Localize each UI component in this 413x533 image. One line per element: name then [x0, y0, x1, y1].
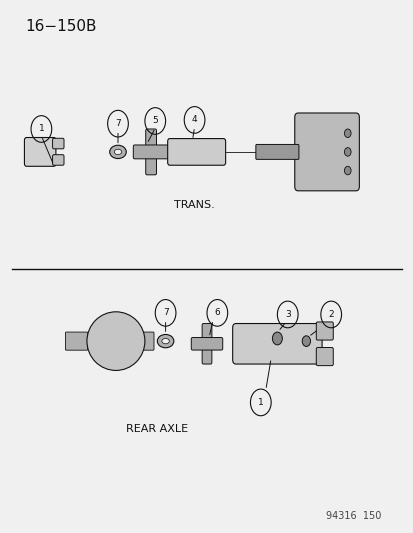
FancyBboxPatch shape [133, 145, 169, 159]
FancyBboxPatch shape [316, 322, 332, 340]
FancyBboxPatch shape [202, 324, 211, 364]
Circle shape [272, 332, 282, 345]
Ellipse shape [114, 149, 121, 155]
Circle shape [301, 336, 310, 346]
Text: 1: 1 [38, 125, 44, 133]
FancyBboxPatch shape [145, 129, 156, 175]
FancyBboxPatch shape [232, 324, 321, 364]
Text: 4: 4 [191, 116, 197, 124]
Circle shape [344, 148, 350, 156]
Text: 6: 6 [214, 309, 220, 317]
Text: 16−150B: 16−150B [25, 19, 96, 34]
Text: TRANS.: TRANS. [174, 200, 214, 210]
FancyBboxPatch shape [52, 155, 64, 165]
FancyBboxPatch shape [316, 348, 332, 366]
Ellipse shape [161, 338, 169, 344]
Text: REAR AXLE: REAR AXLE [126, 424, 188, 434]
FancyBboxPatch shape [294, 113, 358, 191]
Text: 1: 1 [257, 398, 263, 407]
Text: 7: 7 [162, 309, 168, 317]
Text: 5: 5 [152, 117, 158, 125]
Text: 2: 2 [328, 310, 333, 319]
Text: 3: 3 [284, 310, 290, 319]
FancyBboxPatch shape [167, 139, 225, 165]
FancyBboxPatch shape [65, 332, 88, 350]
Ellipse shape [157, 335, 173, 348]
Circle shape [344, 129, 350, 138]
FancyBboxPatch shape [131, 332, 154, 350]
Circle shape [344, 166, 350, 175]
FancyBboxPatch shape [255, 144, 298, 159]
Text: 94316  150: 94316 150 [325, 511, 380, 521]
FancyBboxPatch shape [191, 337, 222, 350]
FancyBboxPatch shape [52, 138, 64, 149]
FancyBboxPatch shape [24, 138, 56, 166]
Ellipse shape [109, 145, 126, 159]
Text: 7: 7 [115, 119, 121, 128]
Ellipse shape [87, 312, 145, 370]
